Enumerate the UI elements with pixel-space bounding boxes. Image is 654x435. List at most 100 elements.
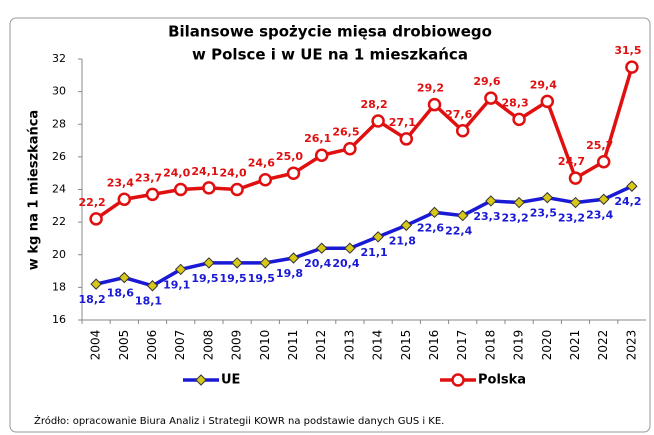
- data-label: 28,2: [361, 98, 388, 111]
- point-marker: [314, 148, 329, 162]
- x-tick-label: 2014: [371, 330, 385, 361]
- point-marker: [344, 242, 356, 254]
- x-tick-label: 2015: [399, 330, 413, 361]
- x-tick-label: 2021: [568, 330, 582, 361]
- data-label: 26,1: [304, 132, 331, 145]
- chart-title: w Polsce i w UE na 1 mieszkańca: [192, 46, 468, 64]
- x-tick-label: 2009: [230, 330, 244, 361]
- y-tick-label: 30: [52, 85, 66, 98]
- point-marker: [597, 193, 610, 205]
- data-label: 23,7: [135, 171, 162, 184]
- data-label: 18,6: [107, 287, 134, 300]
- point-marker: [89, 212, 103, 226]
- data-label: 19,5: [248, 272, 275, 285]
- x-tick-label: 2005: [117, 330, 131, 361]
- data-label: 19,1: [163, 278, 190, 291]
- legend-marker: [195, 374, 207, 386]
- point-marker: [117, 192, 132, 207]
- data-label: 27,6: [445, 108, 472, 121]
- point-marker: [399, 132, 414, 146]
- data-label: 23,2: [502, 212, 529, 225]
- x-tick-label: 2011: [286, 330, 300, 361]
- point-marker: [173, 182, 188, 197]
- point-marker: [286, 166, 301, 180]
- data-label: 24,0: [163, 167, 190, 180]
- data-label: 28,3: [502, 96, 529, 109]
- point-marker: [596, 155, 611, 169]
- point-marker: [427, 97, 442, 112]
- x-tick-label: 2017: [455, 330, 469, 361]
- data-label: 19,8: [276, 267, 303, 280]
- x-tick-label: 2006: [145, 330, 159, 361]
- data-label: 29,6: [473, 75, 500, 88]
- point-marker: [372, 231, 384, 243]
- x-tick-label: 2016: [427, 330, 441, 361]
- y-tick-label: 18: [52, 280, 66, 293]
- chart-frame: [9, 17, 651, 433]
- point-marker: [428, 206, 441, 219]
- data-label: 23,5: [530, 207, 557, 220]
- y-tick-label: 16: [52, 313, 66, 326]
- data-label: 29,2: [417, 82, 444, 95]
- x-tick-label: 2020: [540, 330, 554, 361]
- x-tick-label: 2007: [173, 330, 187, 361]
- point-marker: [512, 112, 526, 127]
- data-label: 23,4: [586, 208, 613, 221]
- y-tick-label: 24: [52, 183, 66, 196]
- data-label: 19,5: [191, 272, 218, 285]
- data-label: 24,0: [220, 167, 247, 180]
- legend-label: Polska: [478, 373, 526, 388]
- data-label: 24,6: [248, 157, 275, 170]
- data-label: 22,6: [417, 221, 444, 234]
- data-label: 31,5: [614, 44, 641, 57]
- point-marker: [400, 219, 413, 232]
- point-marker: [456, 209, 469, 222]
- data-label: 23,3: [473, 210, 500, 223]
- point-marker: [258, 172, 273, 187]
- data-label: 29,4: [530, 78, 557, 91]
- x-tick-label: 2023: [624, 330, 638, 361]
- data-label: 20,4: [332, 257, 359, 270]
- x-tick-label: 2012: [314, 330, 328, 361]
- point-marker: [455, 124, 470, 138]
- point-marker: [174, 263, 187, 276]
- x-tick-label: 2022: [596, 330, 610, 361]
- data-label: 23,2: [558, 212, 585, 225]
- chart-title: Bilansowe spożycie mięsa drobiowego: [168, 23, 492, 41]
- data-label: 22,2: [79, 196, 106, 209]
- point-marker: [485, 195, 497, 207]
- point-marker: [90, 278, 102, 290]
- data-label: 22,4: [445, 225, 472, 238]
- data-label: 25,0: [276, 150, 303, 163]
- point-marker: [287, 252, 300, 264]
- source-note: Źródło: opracowanie Biura Analiz i Strat…: [34, 414, 444, 427]
- x-tick-label: 2019: [512, 330, 526, 361]
- x-tick-label: 2008: [201, 330, 215, 361]
- point-marker: [540, 94, 555, 109]
- data-label: 24,2: [614, 195, 641, 208]
- data-label: 23,4: [107, 176, 134, 189]
- data-label: 24,7: [558, 155, 585, 168]
- data-label: 19,5: [220, 272, 247, 285]
- y-tick-label: 26: [52, 150, 66, 163]
- data-label: 18,2: [79, 293, 106, 306]
- data-label: 21,1: [361, 246, 388, 259]
- x-tick-label: 2010: [258, 330, 272, 361]
- data-label: 20,4: [304, 257, 331, 270]
- point-marker: [371, 114, 385, 128]
- data-label: 26,5: [332, 126, 359, 139]
- point-marker: [568, 171, 583, 185]
- point-marker: [231, 257, 243, 269]
- x-tick-label: 2018: [483, 330, 497, 361]
- point-marker: [343, 141, 357, 156]
- point-marker: [203, 257, 215, 269]
- point-marker: [569, 196, 582, 209]
- y-tick-label: 22: [52, 215, 66, 228]
- point-marker: [146, 280, 159, 292]
- data-label: 24,1: [191, 165, 218, 178]
- legend-marker: [451, 373, 465, 387]
- data-label: 25,7: [586, 139, 613, 152]
- x-tick-label: 2004: [89, 330, 103, 361]
- y-tick-label: 28: [52, 117, 66, 130]
